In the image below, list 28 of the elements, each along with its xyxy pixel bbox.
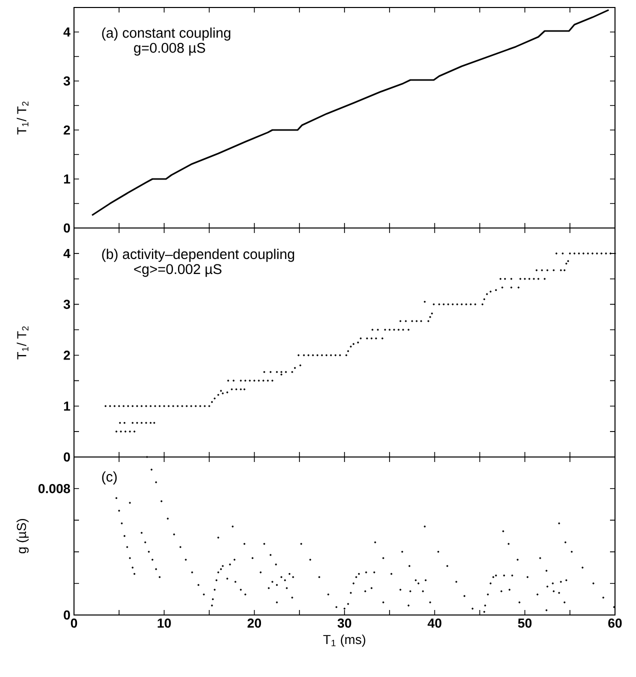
x-tick-label: 10 [158,618,171,628]
y-tick-label: 2 [64,125,70,135]
x-tick-label: 0 [70,618,78,628]
y-tick-label: 0 [64,610,70,620]
y-tick-label: 1 [64,402,70,411]
x-tick-label: 60 [608,618,622,628]
y-tick-label: 2 [64,350,70,360]
annotation: <g>=0.002 µS [134,264,222,277]
y-axis-title: T$_{1}$/ T$_{2}$ [16,102,28,135]
y-tick-label: 0 [64,452,70,462]
y-tick-label: 0 [64,223,70,233]
x-tick-label: 40 [428,618,442,628]
annotation: (a) constant coupling [102,28,230,41]
x-tick-label: 30 [338,618,352,628]
x-tick-label: 20 [248,618,262,628]
y-tick-label: 4 [63,248,70,258]
y-tick-label: 3 [64,300,70,309]
y-tick-label: 0.008 [38,484,70,494]
x-tick-label: 50 [518,618,532,628]
annotation: (c) [102,471,117,484]
y-axis-title: T$_{1}$/ T$_{2}$ [16,326,28,360]
annotation: g=0.008 µS [134,42,206,56]
x-axis-title: T$_{1}$ (ms) [323,634,366,647]
y-tick-label: 4 [63,28,70,36]
y-tick-label: 3 [64,76,70,86]
y-tick-label: 1 [64,174,70,184]
y-axis-title: g (µS) [16,518,29,554]
annotation: (b) activity–dependent coupling [102,248,294,262]
